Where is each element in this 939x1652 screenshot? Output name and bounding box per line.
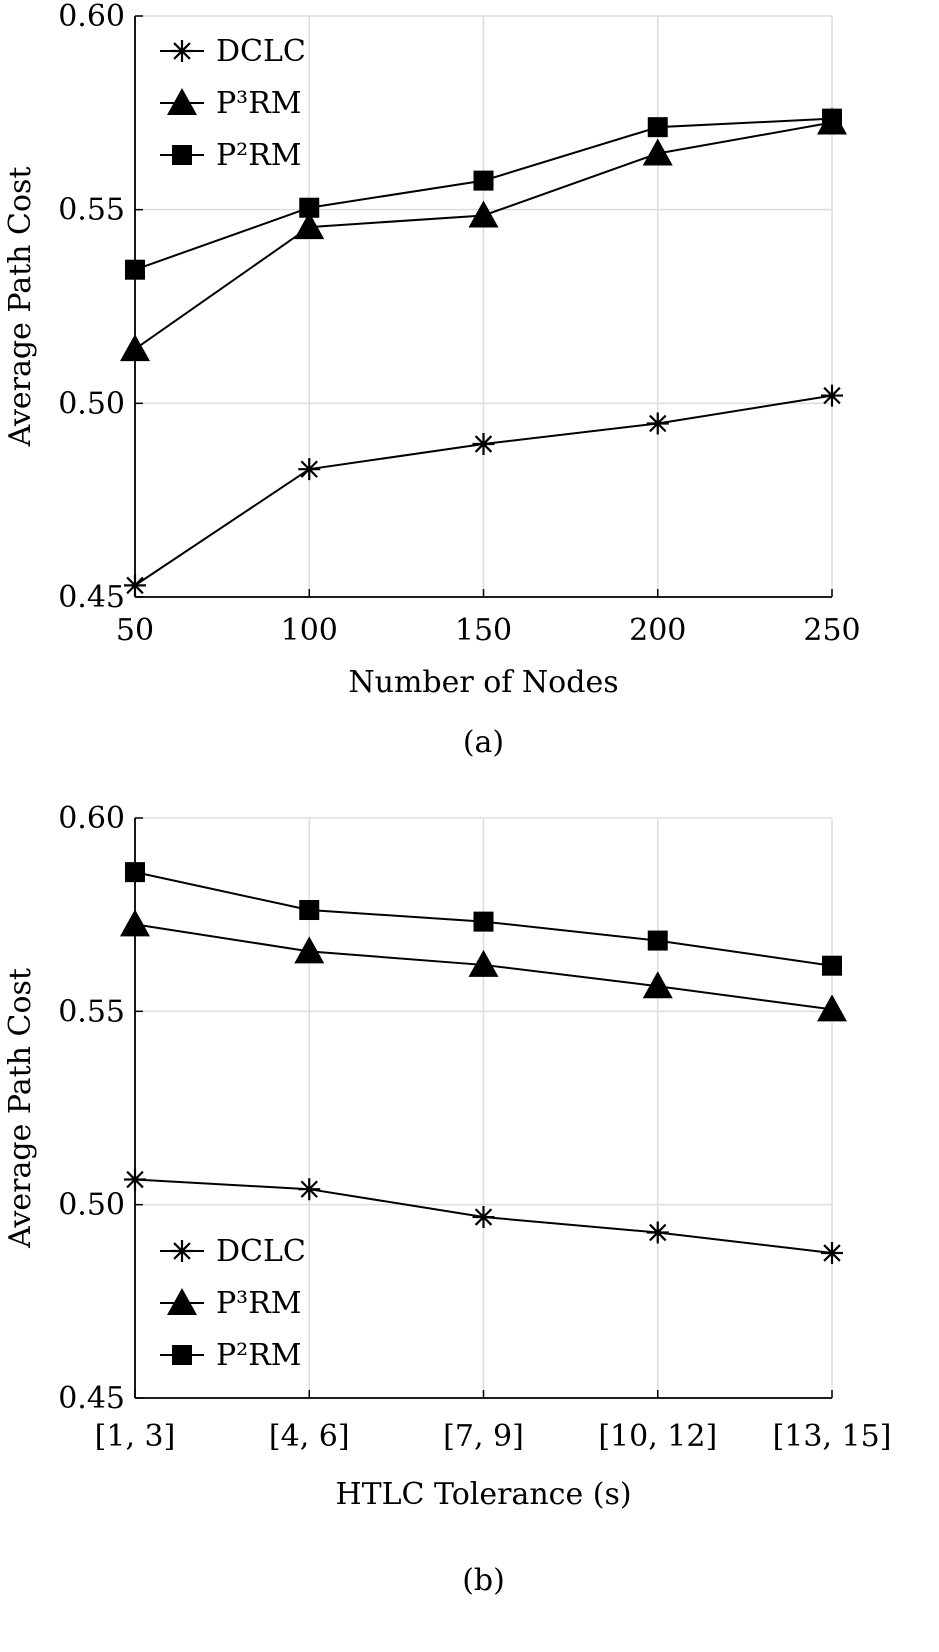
data-point-square (647, 117, 668, 138)
y-axis-label: Average Path Cost (3, 968, 38, 1249)
x-tick-label: 150 (455, 613, 512, 648)
y-tick-label: 0.55 (58, 994, 125, 1029)
legend-marker-square (172, 1345, 192, 1365)
x-tick-label: 250 (803, 613, 860, 648)
x-tick-label: 50 (116, 613, 154, 648)
y-tick-label: 0.60 (58, 801, 125, 836)
data-point-triangle (817, 994, 847, 1022)
data-point-asterisk (472, 1206, 495, 1229)
data-point-triangle (294, 936, 325, 964)
x-tick-label: [10, 12] (598, 1419, 717, 1454)
series-asterisk (124, 384, 843, 597)
x-tick-label: [13, 15] (773, 1419, 892, 1454)
data-point-asterisk (298, 458, 321, 481)
data-point-square (473, 170, 494, 191)
x-tick-label: 100 (281, 613, 338, 648)
data-point-square (125, 259, 145, 280)
data-point-triangle (642, 138, 673, 166)
legend-marker-triangle (167, 88, 197, 115)
y-tick-label: 0.50 (58, 386, 125, 421)
panel-caption: (a) (463, 725, 504, 760)
data-point-asterisk (124, 574, 146, 597)
chart-panel-b: [1, 3] [4, 6] [7, 9] [10, 12] [13, 15] 0.45 0.… (3, 801, 891, 1598)
data-point-asterisk (298, 1178, 321, 1201)
y-tick-label: 0.50 (58, 1188, 125, 1223)
series-asterisk (124, 1168, 843, 1264)
data-point-square (125, 862, 145, 883)
series-square (125, 108, 842, 280)
legend-marker-triangle (167, 1288, 197, 1315)
data-point-triangle (294, 212, 325, 240)
x-axis-label: HTLC Tolerance (s) (335, 1477, 631, 1512)
y-tick-label: 0.45 (58, 580, 125, 615)
x-tick-label: 200 (629, 613, 686, 648)
legend: DCLC P³RM P²RM (160, 34, 306, 173)
y-tick-label: 0.45 (58, 1381, 125, 1416)
legend-label: P³RM (216, 86, 302, 121)
legend-label: P³RM (216, 1286, 302, 1321)
legend-label: P²RM (216, 1338, 302, 1373)
data-point-square (299, 900, 320, 921)
data-point-square (299, 197, 320, 218)
data-point-triangle (120, 334, 150, 362)
x-tick-label: [7, 9] (443, 1419, 524, 1454)
x-axis-label: Number of Nodes (348, 665, 618, 700)
data-point-square (822, 955, 842, 976)
data-point-triangle (468, 949, 499, 977)
series-square (125, 862, 842, 976)
data-point-asterisk (646, 412, 669, 435)
data-point-triangle (642, 971, 673, 999)
y-tick-label: 0.60 (58, 0, 125, 34)
legend: DCLC P³RM P²RM (160, 1234, 306, 1373)
data-point-square (647, 930, 668, 951)
y-axis-label: Average Path Cost (3, 167, 38, 448)
data-point-square (473, 911, 494, 932)
legend-marker-asterisk (171, 1240, 193, 1262)
series-triangle (120, 909, 847, 1022)
data-point-square (822, 108, 842, 129)
data-point-asterisk (124, 1168, 146, 1191)
data-point-asterisk (646, 1221, 669, 1244)
x-tick-label: [1, 3] (95, 1419, 176, 1454)
data-point-triangle (120, 909, 150, 937)
x-tick-label: [4, 6] (269, 1419, 350, 1454)
legend-label: DCLC (216, 34, 306, 69)
data-point-triangle (468, 200, 499, 228)
data-point-asterisk (821, 1242, 843, 1264)
legend-marker-square (172, 145, 192, 165)
legend-marker-asterisk (171, 40, 193, 62)
data-point-asterisk (472, 433, 495, 456)
chart-panel-a: 50 100 150 200 250 0.45 0.50 0.55 0.60 Number of … (3, 0, 861, 760)
panel-caption: (b) (462, 1563, 505, 1598)
data-point-asterisk (821, 384, 843, 407)
legend-label: P²RM (216, 138, 302, 173)
y-tick-label: 0.55 (58, 193, 125, 228)
legend-label: DCLC (216, 1234, 306, 1269)
